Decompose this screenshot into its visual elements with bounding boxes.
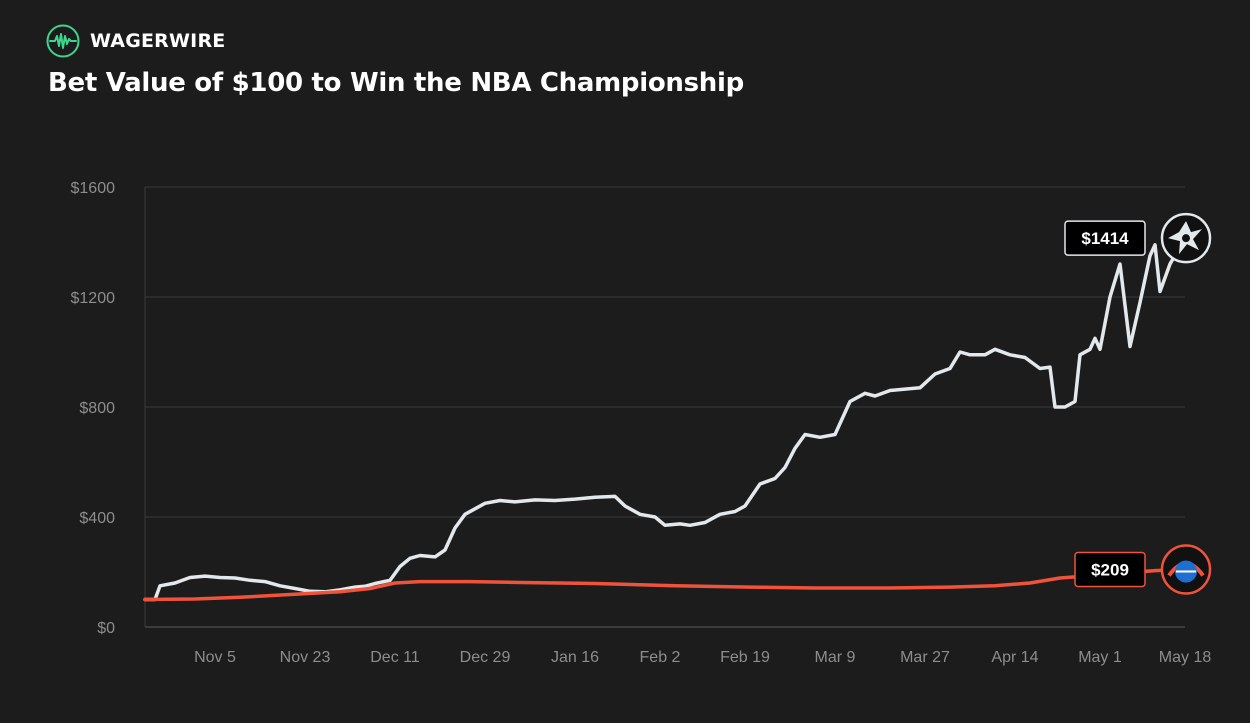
x-tick-label: May 1 xyxy=(1078,649,1122,666)
x-tick-label: Feb 2 xyxy=(640,649,681,666)
series-lines xyxy=(143,236,1187,602)
brand-name: WAGERWIRE xyxy=(90,30,226,52)
x-tick-label: Apr 14 xyxy=(991,649,1038,666)
thunder-logo-icon xyxy=(1160,544,1212,595)
x-tick-label: Feb 19 xyxy=(720,649,770,666)
end-marker-spurs: $1414 xyxy=(1064,212,1212,264)
value-label: $1414 xyxy=(1081,229,1129,248)
chart-title: Bet Value of $100 to Win the NBA Champio… xyxy=(48,68,744,98)
spur-hub xyxy=(1182,234,1190,243)
x-tick-label: Nov 5 xyxy=(194,649,236,666)
x-tick-label: Nov 23 xyxy=(280,649,331,666)
x-tick-label: Mar 9 xyxy=(815,649,856,666)
x-axis: Nov 5 Nov 23 Dec 11 Dec 29 Jan 16 Feb 2 Feb 19… xyxy=(194,649,1211,666)
y-axis: $0 $400 $800 $1200 $1600 xyxy=(71,180,116,637)
end-marker-thunder: $209 xyxy=(1074,544,1212,595)
y-tick-label: $1600 xyxy=(71,180,116,197)
x-tick-label: Mar 27 xyxy=(900,649,950,666)
y-tick-label: $1200 xyxy=(71,290,116,307)
series-line-spurs xyxy=(143,236,1187,602)
series-line-thunder xyxy=(143,567,1187,602)
y-tick-label: $0 xyxy=(97,620,115,637)
spurs-logo-icon xyxy=(1160,212,1212,264)
value-label-box xyxy=(1064,220,1146,256)
y-tick-label: $800 xyxy=(79,400,115,417)
value-label: $209 xyxy=(1091,561,1129,580)
end-markers: $1414 $209 xyxy=(1064,212,1212,595)
y-tick-label: $400 xyxy=(79,510,115,527)
x-tick-label: May 18 xyxy=(1159,649,1212,666)
brand: WAGERWIRE xyxy=(46,24,225,58)
pulse-logo-icon xyxy=(46,24,80,58)
x-tick-label: Dec 11 xyxy=(370,649,420,666)
x-tick-label: Dec 29 xyxy=(460,649,511,666)
gridlines xyxy=(144,186,1185,628)
x-tick-label: Jan 16 xyxy=(551,649,599,666)
value-label-box xyxy=(1074,551,1146,588)
